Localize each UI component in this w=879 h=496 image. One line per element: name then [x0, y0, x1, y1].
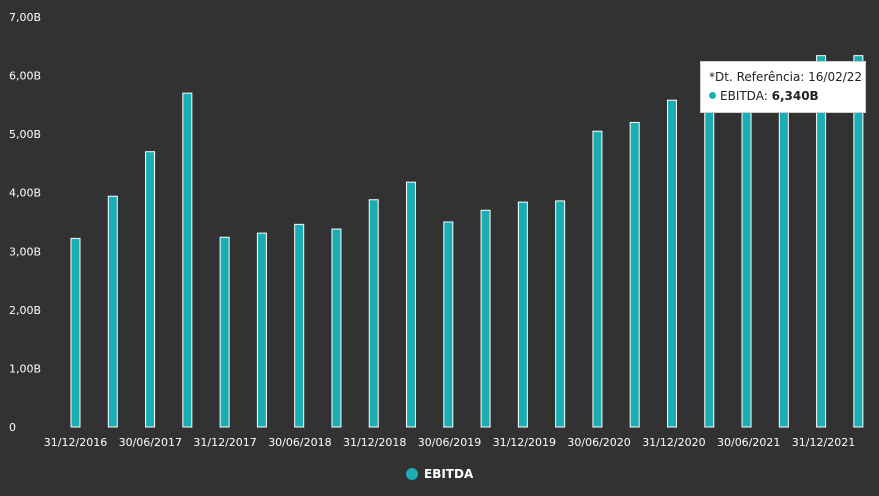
x-tick-label: 30/06/2020 [567, 436, 630, 449]
bar[interactable] [368, 199, 379, 428]
bar[interactable] [853, 55, 864, 428]
x-tick-label: 31/12/2017 [193, 436, 256, 449]
y-tick-label: 3,00B [9, 245, 41, 258]
x-tick-label: 31/12/2020 [642, 436, 705, 449]
legend-label-ebitda: EBITDA [424, 467, 474, 481]
x-tick-label: 30/06/2018 [268, 436, 331, 449]
x-tick-label: 31/12/2021 [792, 436, 855, 449]
tooltip-series-label: EBITDA: [720, 89, 768, 103]
bar[interactable] [704, 98, 715, 428]
bar[interactable] [294, 223, 305, 428]
bar[interactable] [629, 121, 640, 428]
x-tick-label: 30/06/2021 [717, 436, 780, 449]
tooltip-row: EBITDA: 6,340B [709, 87, 857, 106]
bar[interactable] [256, 232, 267, 428]
y-tick-label: 4,00B [9, 187, 41, 200]
y-tick-label: 7,00B [9, 11, 41, 24]
bar[interactable] [219, 236, 230, 428]
tooltip-value: 6,340B [771, 89, 819, 103]
bar[interactable] [406, 181, 417, 428]
bar[interactable] [480, 209, 491, 428]
x-tick-label: 31/12/2016 [44, 436, 107, 449]
bar[interactable] [816, 55, 827, 428]
tooltip-title: *Dt. Referência: 16/02/22 [709, 70, 863, 84]
bar[interactable] [145, 151, 156, 428]
bar[interactable] [778, 86, 789, 428]
x-tick-label: 30/06/2019 [418, 436, 481, 449]
bar[interactable] [741, 98, 752, 428]
legend-marker-icon [406, 468, 418, 480]
chart-tooltip: *Dt. Referência: 16/02/22 EBITDA: 6,340B [700, 61, 866, 113]
chart-legend[interactable]: EBITDA [406, 467, 473, 481]
bar[interactable] [182, 92, 193, 428]
tooltip-series-dot-icon [709, 92, 716, 99]
y-tick-label: 2,00B [9, 304, 41, 317]
x-tick-label: 30/06/2017 [119, 436, 182, 449]
bar[interactable] [517, 201, 528, 428]
y-tick-label: 1,00B [9, 362, 41, 375]
bar[interactable] [666, 99, 677, 428]
y-tick-label: 5,00B [9, 128, 41, 141]
bar[interactable] [70, 237, 81, 428]
bar[interactable] [331, 228, 342, 428]
bar[interactable] [592, 130, 603, 428]
x-tick-label: 31/12/2018 [343, 436, 406, 449]
bar[interactable] [107, 195, 118, 428]
bar[interactable] [555, 200, 566, 428]
y-tick-label: 0 [9, 421, 16, 434]
x-tick-label: 31/12/2019 [493, 436, 556, 449]
y-tick-label: 6,00B [9, 70, 41, 83]
bar[interactable] [443, 221, 454, 428]
